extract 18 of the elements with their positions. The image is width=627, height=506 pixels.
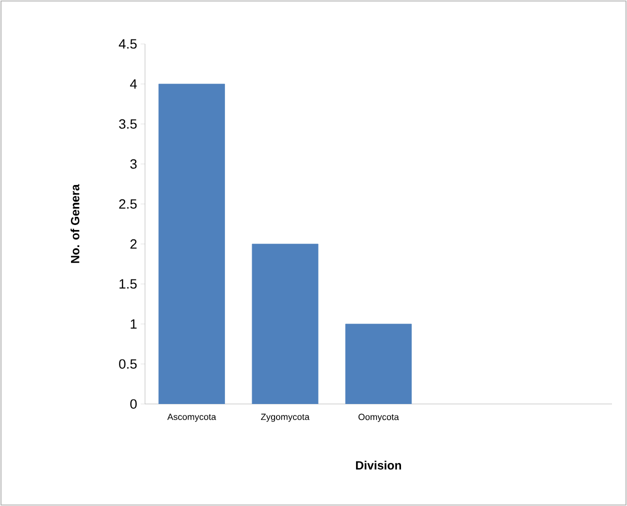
y-tick-label: 1.5 bbox=[120, 279, 137, 289]
x-tick-label: Zygomycota bbox=[260, 414, 310, 422]
x-axis-title: Division bbox=[356, 460, 402, 470]
y-axis-title: No. of Genera bbox=[70, 184, 80, 263]
y-tick-label: 3.5 bbox=[119, 119, 137, 129]
y-tick-label: 4 bbox=[130, 79, 137, 89]
bar bbox=[345, 324, 412, 404]
x-tick-label: Ascomycota bbox=[167, 414, 216, 422]
y-tick-label: 0 bbox=[130, 399, 137, 409]
bar bbox=[252, 244, 318, 404]
y-tick-label: 2.5 bbox=[119, 199, 137, 209]
bar bbox=[158, 84, 225, 404]
y-tick-label: 1 bbox=[130, 319, 137, 329]
y-tick-label: 3 bbox=[130, 159, 137, 169]
y-tick-label: 4.5 bbox=[118, 39, 137, 49]
y-tick-label: 2 bbox=[130, 239, 137, 249]
y-tick-label: 0.5 bbox=[119, 359, 137, 369]
x-tick-label: Oomycota bbox=[358, 414, 399, 422]
